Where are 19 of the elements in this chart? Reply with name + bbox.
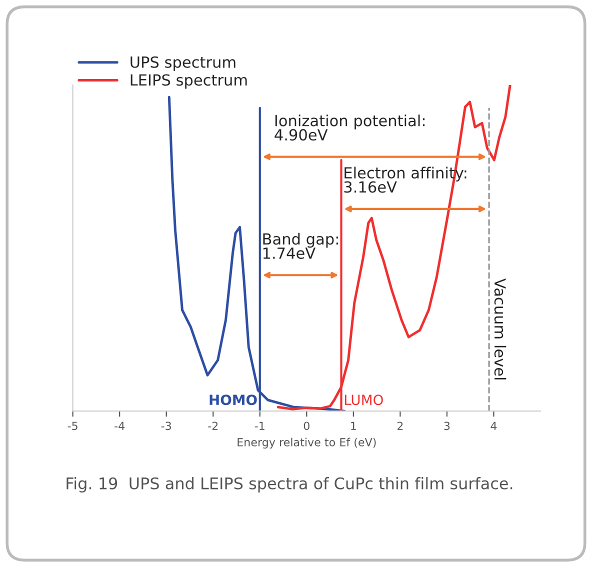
- x-tick-label: -2: [208, 422, 218, 430]
- caption: Fig. 19 UPS and LEIPS spectra of CuPc thin film surface.: [66, 477, 512, 493]
- x-axis-title: Energy relative to Ef (eV): [238, 438, 376, 449]
- x-tick-label: 3: [444, 422, 450, 430]
- x-tick-label: -3: [161, 422, 171, 430]
- x-tick-label: 0: [304, 422, 310, 430]
- annotation: Band gap: 1.74eV: [263, 232, 338, 259]
- x-tick-label: 1: [351, 422, 356, 430]
- annotation: Ionization potential: 4.90eV: [274, 114, 425, 141]
- x-tick-label: -4: [114, 422, 124, 430]
- annotation: LUMO: [344, 394, 383, 406]
- x-tick-label: -5: [68, 422, 78, 430]
- annotation: HOMO: [210, 394, 257, 406]
- legend-label: UPS spectrum: [130, 56, 236, 71]
- legend-label: LEIPS spectrum: [130, 74, 247, 89]
- ref-line-label: Vacuum level: [494, 278, 506, 380]
- x-tick-label: 2: [397, 422, 403, 430]
- x-tick-label: 4: [490, 422, 497, 430]
- x-tick-label: -1: [254, 422, 264, 430]
